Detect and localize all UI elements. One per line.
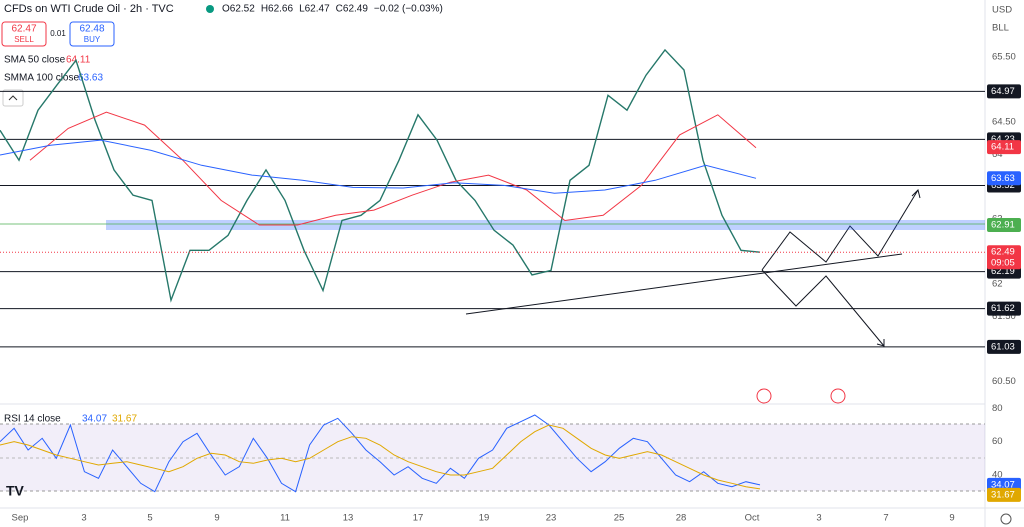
level-label: 62.19 xyxy=(991,266,1015,277)
y-tick-label: 64 xyxy=(992,149,1003,160)
rsi-ma-value: 31.67 xyxy=(112,414,137,425)
rsi-tick-label: 80 xyxy=(992,403,1003,414)
ma-label: 64.11 xyxy=(991,142,1014,153)
trendline xyxy=(465,253,903,315)
ohlc: −0.02 (−0.03%) xyxy=(374,4,443,15)
projection xyxy=(465,189,921,347)
last-price-label: 62.49 xyxy=(991,247,1015,258)
ohlc: C62.49 xyxy=(336,4,369,15)
zone-label: 62.91 xyxy=(991,220,1015,231)
event-icon[interactable] xyxy=(830,388,846,404)
rsi-legend: RSI 14 close xyxy=(4,414,61,425)
y-tick-label: 62 xyxy=(992,279,1003,290)
unit: BLL xyxy=(992,23,1009,34)
zone xyxy=(106,219,985,230)
x-tick-label: 9 xyxy=(214,513,219,524)
x-tick-label: 3 xyxy=(816,513,821,524)
x-tick-label: 5 xyxy=(147,513,152,524)
collapse-button[interactable] xyxy=(2,89,24,107)
sell-button[interactable] xyxy=(1,21,47,47)
x-tick-label: 23 xyxy=(546,513,557,524)
y-tick-label: 61.50 xyxy=(992,311,1016,322)
status-dot xyxy=(206,5,214,13)
y-tick-label: 65.50 xyxy=(992,52,1016,63)
logo: TV xyxy=(6,483,25,499)
buy-label: BUY xyxy=(84,35,101,44)
x-tick-label: 11 xyxy=(280,513,290,524)
ma-line xyxy=(29,111,757,226)
x-tick-label: 28 xyxy=(676,513,687,524)
legend-entry: SMMA 100 close xyxy=(4,73,79,84)
countdown: 09:05 xyxy=(991,258,1015,269)
ma-label: 63.63 xyxy=(991,173,1015,184)
level-label: 64.97 xyxy=(991,86,1015,97)
ohlc: H62.66 xyxy=(261,4,294,15)
spread: 0.01 xyxy=(50,29,66,38)
title: CFDs on WTI Crude Oil · 2h · TVC xyxy=(4,3,174,15)
arrow-head xyxy=(911,189,921,199)
collapse-icon xyxy=(8,95,18,101)
bull-path xyxy=(761,189,919,271)
price-line xyxy=(0,48,761,303)
buy-price: 62.48 xyxy=(79,24,104,35)
bear-path xyxy=(761,269,885,347)
event-icon[interactable] xyxy=(756,388,772,404)
rsi-tick-label: 60 xyxy=(992,436,1003,447)
ohlc: L62.47 xyxy=(299,4,330,15)
ma-tag xyxy=(987,171,1021,186)
x-tick-label: 19 xyxy=(479,513,490,524)
currency: USD xyxy=(992,5,1012,16)
x-tick-label: 7 xyxy=(883,513,888,524)
legend-entry: SMA 50 close xyxy=(4,55,66,66)
x-tick-label: Sep xyxy=(12,513,29,524)
y-tick-label: 60.50 xyxy=(992,376,1016,387)
y-tick-label: 64.50 xyxy=(992,116,1016,127)
ma-tag xyxy=(987,140,1021,155)
legend-value: 63.63 xyxy=(78,73,103,84)
x-tick-label: 9 xyxy=(949,513,954,524)
level-tag xyxy=(987,339,1021,354)
rsi-tag-label: 34.07 xyxy=(991,479,1015,490)
x-tick-label: 3 xyxy=(81,513,86,524)
arrow-head xyxy=(876,339,885,347)
rsi-tag-label: 31.67 xyxy=(991,489,1015,500)
rsi-tag xyxy=(987,487,1021,502)
level-tag xyxy=(987,301,1021,316)
level-label: 63.52 xyxy=(991,180,1015,191)
rsi-value: 34.07 xyxy=(82,414,107,425)
last-price-tag xyxy=(987,245,1021,270)
rsi-line xyxy=(0,414,761,493)
ma-line xyxy=(0,139,757,194)
x-tick-label: 25 xyxy=(614,513,625,524)
level-label: 64.23 xyxy=(991,134,1015,145)
rsi-line xyxy=(0,424,761,490)
zone-tag xyxy=(987,217,1021,232)
level-label: 61.03 xyxy=(991,341,1015,352)
level-tag xyxy=(987,84,1021,99)
settings-icon[interactable] xyxy=(1000,513,1012,525)
level-label: 61.62 xyxy=(991,303,1015,314)
buy-button[interactable] xyxy=(69,21,115,47)
x-tick-label: Oct xyxy=(745,513,760,524)
sell-label: SELL xyxy=(14,35,34,44)
legend-value: 64.11 xyxy=(66,55,91,66)
rsi-tick-label: 40 xyxy=(992,470,1003,481)
sell-price: 62.47 xyxy=(11,24,36,35)
ohlc: O62.52 xyxy=(222,4,255,15)
x-tick-label: 13 xyxy=(343,513,354,524)
x-tick-label: 17 xyxy=(413,513,424,524)
